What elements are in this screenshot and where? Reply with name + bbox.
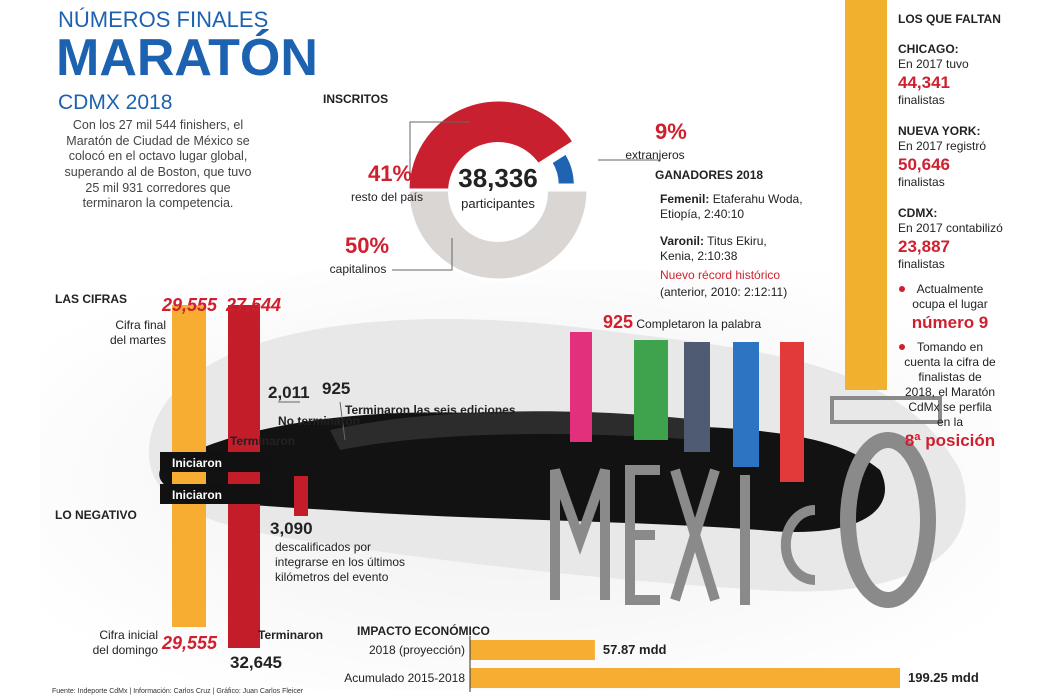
city: CHICAGO:: [898, 42, 959, 56]
winner: Titus Ekiru, Kenia, 2:10:38: [660, 234, 767, 263]
title: MARATÓN: [56, 29, 318, 87]
previous: (anterior, 2010: 2:12:11): [660, 285, 788, 299]
started-band: [160, 484, 270, 504]
label: Varonil:: [660, 234, 705, 248]
chart-title: INSCRITOS: [323, 92, 389, 106]
figure: número 9: [911, 313, 989, 332]
center-label: participantes: [461, 196, 535, 211]
medal-letter: [840, 432, 936, 608]
city: NUEVA YORK:: [898, 124, 981, 138]
label: Iniciaron: [172, 488, 223, 502]
ribbon: [684, 342, 710, 452]
value-label: 57.87 mdd: [602, 642, 667, 657]
value-label: 50%: [345, 233, 390, 258]
record: Nuevo récord histórico: [660, 268, 781, 282]
leader: [409, 121, 470, 178]
text: En 2017 contabilizó: [898, 221, 1003, 235]
sole-highlight: [330, 411, 700, 450]
subtitle: CDMX 2018: [58, 91, 173, 114]
ribbon: [845, 0, 887, 390]
label: Cifra inicial del domingo: [92, 628, 158, 657]
ribbon: [733, 342, 759, 467]
figure: 44,341: [898, 73, 950, 92]
text: finalistas: [898, 93, 945, 108]
pie-slice: [548, 150, 577, 187]
section-title: LAS CIFRAS: [55, 292, 127, 306]
value-label: 9%: [655, 119, 687, 144]
bullet: Tomando en cuenta la cifra de finalistas…: [904, 340, 996, 429]
medals: [550, 396, 942, 608]
kicker: NÚMEROS FINALES: [58, 7, 269, 32]
label: Femenil:: [660, 192, 710, 206]
intro: Con los 27 mil 544 finishers, el Maratón…: [64, 118, 252, 211]
category-label: Acumulado 2015-2018: [344, 671, 465, 685]
medal-letter: [550, 468, 610, 600]
figure: 29,555: [162, 633, 218, 653]
category-label: capitalinos: [329, 262, 387, 276]
bullet-dot: [899, 344, 905, 350]
bullet: Actualmente ocupa el lugar: [912, 282, 988, 311]
section-title: LO NEGATIVO: [55, 508, 137, 522]
disqualified-bar: [294, 476, 308, 516]
category-label: 2018 (proyección): [368, 643, 465, 657]
figure: 925: [603, 312, 634, 332]
pie-hole: [448, 142, 548, 242]
leader: [392, 238, 453, 271]
label: Terminaron las seis ediciones: [345, 403, 516, 417]
medal-letter: [780, 505, 816, 585]
medal-letter: [625, 465, 660, 605]
started-band: [160, 452, 270, 472]
section-title: LOS QUE FALTAN: [898, 12, 1001, 26]
text: En 2017 registró: [898, 139, 987, 153]
finished-bar: [228, 305, 260, 648]
label: Cifra final del martes: [109, 318, 166, 347]
text: En 2017 tuvo: [898, 57, 969, 71]
figure: 2,011: [268, 383, 310, 402]
label: Terminaron: [258, 628, 324, 642]
figure: 50,646: [898, 155, 950, 174]
bar: [470, 668, 900, 688]
city: CDMX:: [898, 206, 938, 220]
bar: [470, 640, 595, 660]
footer: Fuente: Indeporte CdMx | Información: Ca…: [52, 688, 304, 695]
label: Completaron la palabra: [636, 317, 762, 331]
center-value: 38,336: [458, 163, 538, 193]
medal-letter: [670, 468, 720, 602]
bullet-dot: [899, 286, 905, 292]
leader: [339, 401, 346, 441]
section-title: GANADORES 2018: [655, 168, 764, 182]
chart-title: IMPACTO ECONÓMICO: [357, 624, 490, 638]
value-label: 199.25 mdd: [908, 670, 979, 685]
category-label: extranjeros: [625, 148, 685, 162]
winner: Etaferahu Woda, Etiopía, 2:40:10: [660, 192, 803, 221]
value-label: 41%: [368, 161, 413, 186]
figure: 925: [322, 379, 351, 398]
figure: 27,544: [226, 295, 282, 315]
figure: 29,555: [162, 295, 218, 315]
text: finalistas: [898, 257, 945, 272]
ribbon: [634, 340, 668, 440]
ribbon: [780, 342, 804, 482]
ribbon: [570, 332, 592, 442]
figure: 23,887: [898, 237, 950, 256]
text: finalistas: [898, 175, 945, 190]
medal-plate: [830, 396, 942, 424]
label: descalificados por integrarse en los últ…: [275, 540, 406, 584]
label: Iniciaron: [172, 456, 223, 470]
figure: 8ª posición: [904, 431, 996, 450]
figure: 32,645: [230, 653, 282, 672]
category-label: resto del país: [350, 190, 424, 204]
label: Terminaron: [230, 434, 296, 448]
figure: 3,090: [270, 519, 313, 538]
label: No terminaron: [278, 414, 361, 428]
